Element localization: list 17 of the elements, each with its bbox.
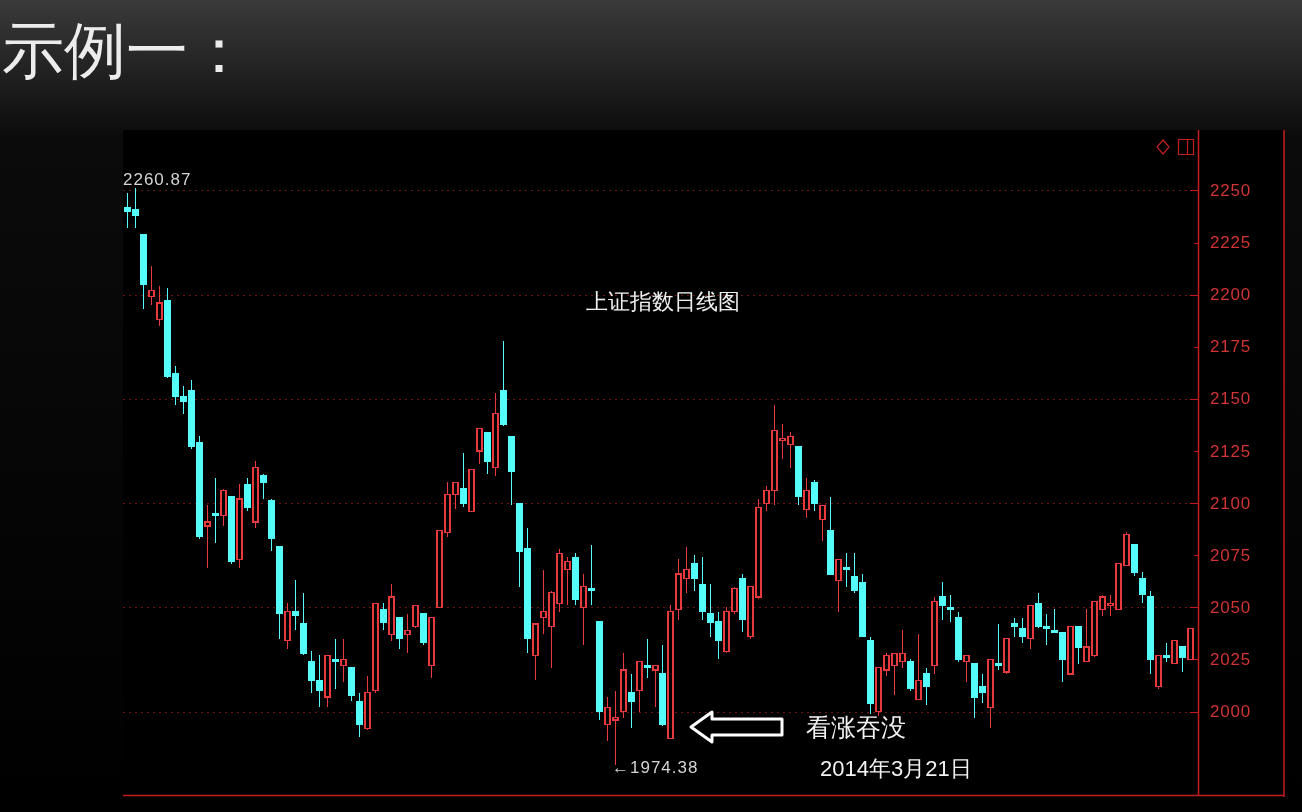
y-tick-label: 2100 bbox=[1209, 493, 1251, 513]
annotation: 2014年3月21日 bbox=[820, 756, 972, 781]
y-tick-label: 2175 bbox=[1209, 337, 1251, 357]
annotation: 2260.87 bbox=[123, 170, 192, 189]
chart-title: 示例一： bbox=[2, 16, 250, 85]
annotation: ←1974.38 bbox=[612, 758, 699, 777]
y-tick-label: 2250 bbox=[1209, 180, 1251, 200]
y-tick-label: 2150 bbox=[1209, 389, 1251, 409]
text: 上证指数日线图 bbox=[586, 289, 740, 314]
y-tick-label: 2025 bbox=[1209, 650, 1251, 669]
y-tick-label: 2200 bbox=[1209, 285, 1251, 305]
y-tick-label: 2000 bbox=[1209, 702, 1251, 722]
y-tick-label: 2075 bbox=[1209, 545, 1251, 565]
annotation: 看涨吞没 bbox=[806, 713, 906, 741]
y-tick-label: 2225 bbox=[1209, 233, 1251, 253]
y-tick-label: 2050 bbox=[1209, 597, 1251, 617]
y-tick-label: 2125 bbox=[1209, 441, 1251, 461]
